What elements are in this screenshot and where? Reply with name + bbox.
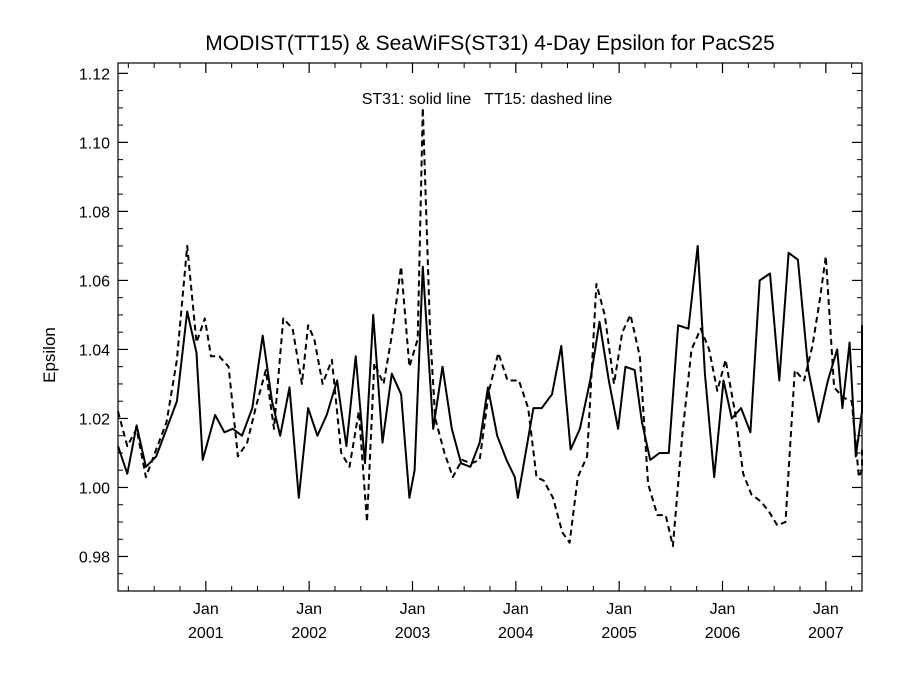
y-tick-label: 1.08 bbox=[79, 204, 110, 221]
x-tick-year: 2007 bbox=[808, 625, 844, 642]
x-tick-month: Jan bbox=[606, 601, 632, 618]
series-layer bbox=[117, 106, 863, 548]
chart-title: MODIST(TT15) & SeaWiFS(ST31) 4-Day Epsil… bbox=[205, 32, 775, 55]
y-tick-label: 1.10 bbox=[79, 135, 110, 152]
x-tick-month: Jan bbox=[296, 601, 322, 618]
series-line-tt15 bbox=[117, 106, 863, 548]
x-tick-month: Jan bbox=[710, 601, 736, 618]
y-axis: 0.98 1.00 1.02 1.04 1.06 1.08 1.10 1.12 bbox=[79, 66, 862, 575]
x-tick-month: Jan bbox=[813, 601, 839, 618]
x-tick-month: Jan bbox=[193, 601, 219, 618]
x-tick-year: 2003 bbox=[395, 625, 431, 642]
x-tick-month: Jan bbox=[400, 601, 426, 618]
series-line-st31 bbox=[117, 244, 863, 499]
y-tick-label: 1.00 bbox=[79, 480, 110, 497]
x-tick-year: 2005 bbox=[601, 625, 637, 642]
y-tick-label: 1.12 bbox=[79, 66, 110, 83]
y-tick-label: 1.06 bbox=[79, 273, 110, 290]
x-tick-year: 2004 bbox=[498, 625, 534, 642]
x-tick-year: 2006 bbox=[705, 625, 741, 642]
series-annotation: ST31: solid line TT15: dashed line bbox=[362, 91, 613, 108]
x-tick-month: Jan bbox=[503, 601, 529, 618]
y-tick-label: 1.04 bbox=[79, 342, 110, 359]
y-tick-label: 0.98 bbox=[79, 549, 110, 566]
x-tick-year: 2002 bbox=[291, 625, 327, 642]
y-axis-label: Epsilon bbox=[40, 327, 59, 383]
x-tick-year: 2001 bbox=[188, 625, 224, 642]
x-axis: Jan 2001 Jan 2002 Jan 2003 Jan 2004 Jan 2005 Jan 20… bbox=[127, 63, 853, 642]
y-tick-label: 1.02 bbox=[79, 411, 110, 428]
plot-frame bbox=[117, 62, 863, 592]
